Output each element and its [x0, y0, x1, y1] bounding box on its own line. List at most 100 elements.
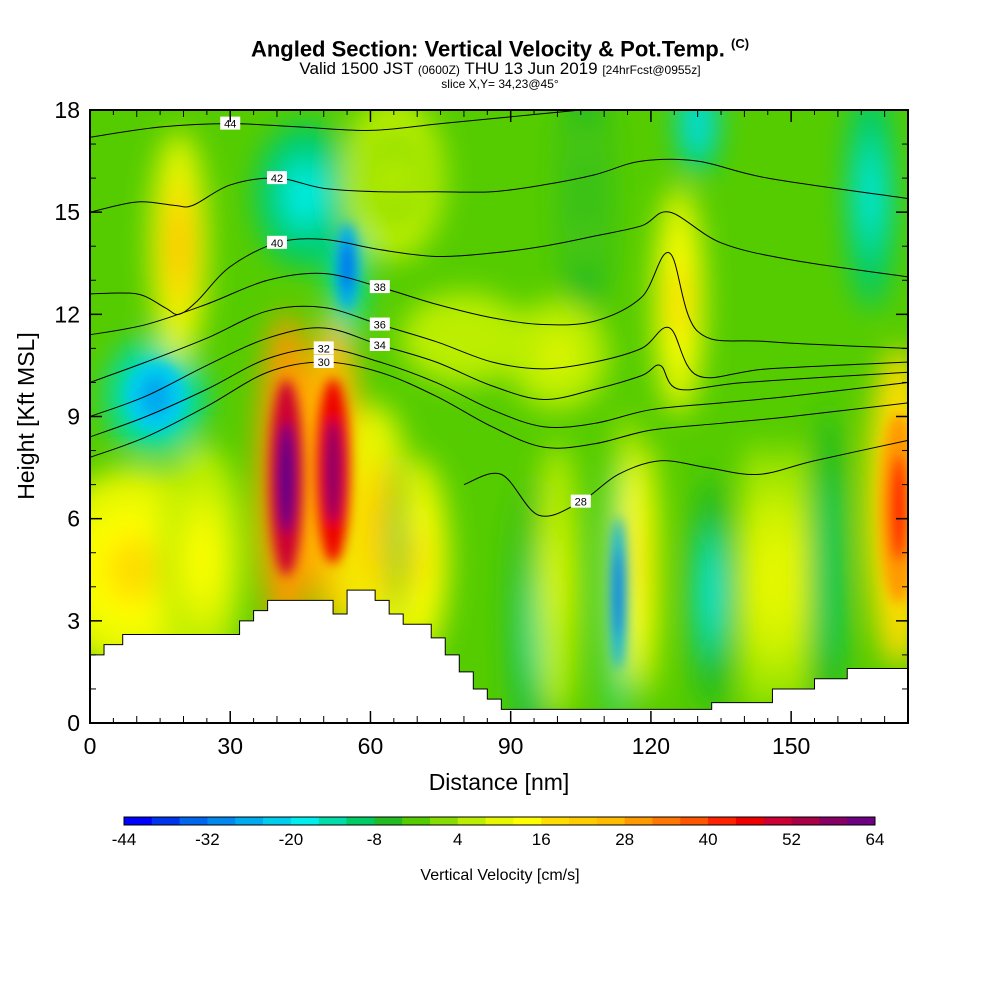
- contour-label: 38: [369, 280, 390, 294]
- colorbar-swatch: [207, 817, 236, 825]
- colorbar-tick-label: 4: [453, 830, 462, 849]
- y-tick-label: 3: [67, 608, 80, 634]
- colorbar-swatch: [763, 817, 793, 825]
- theta-contour: [90, 110, 581, 138]
- x-tick-label: 60: [358, 733, 384, 759]
- velocity-core: [290, 170, 320, 220]
- colorbar-tick-label: 16: [532, 830, 551, 849]
- velocity-core: [822, 516, 835, 624]
- colorbar-swatch: [735, 817, 765, 825]
- theta-contour: [90, 211, 908, 316]
- colorbar-tick-label: 40: [699, 830, 718, 849]
- velocity-core: [341, 242, 353, 292]
- colorbar-swatch: [847, 817, 876, 825]
- x-tick-label: 120: [632, 733, 670, 759]
- velocity-core: [671, 262, 687, 340]
- colorbar-swatch: [374, 817, 403, 825]
- colorbar-frame: [123, 816, 876, 826]
- theta-contour: [90, 158, 908, 213]
- svg-text:38: 38: [374, 282, 386, 294]
- x-tick-label: 90: [498, 733, 524, 759]
- y-tick-label: 0: [67, 710, 80, 736]
- colorbar-swatch: [457, 817, 487, 825]
- velocity-core: [542, 336, 573, 374]
- colorbar-swatch: [124, 817, 153, 825]
- svg-text:32: 32: [318, 343, 330, 355]
- svg-text:34: 34: [374, 340, 386, 352]
- svg-text:44: 44: [224, 119, 236, 131]
- velocity-core: [705, 553, 719, 634]
- y-tick-label: 6: [67, 506, 80, 532]
- colorbar-swatch: [596, 817, 626, 825]
- velocity-core: [363, 489, 387, 576]
- colorbar-swatch: [402, 817, 431, 825]
- colorbar-swatch: [569, 817, 598, 825]
- x-tick-label: 30: [217, 733, 243, 759]
- velocity-core: [189, 521, 216, 598]
- svg-text:30: 30: [318, 357, 330, 369]
- contour-label: 30: [313, 355, 334, 369]
- colorbar-swatch: [652, 817, 681, 825]
- velocity-core: [642, 526, 650, 613]
- theta-contour: [463, 439, 908, 517]
- colorbar-tick-label: -32: [195, 830, 220, 849]
- colorbar-swatch: [179, 817, 208, 825]
- colorbar-swatch: [346, 817, 375, 825]
- y-axis-label: Height [Kft MSL]: [13, 332, 39, 499]
- velocity-core: [785, 533, 797, 626]
- velocity-core: [752, 533, 765, 626]
- svg-text:36: 36: [374, 320, 386, 332]
- colorbar-swatch: [151, 817, 181, 825]
- contour-label: 42: [266, 171, 287, 185]
- velocity-core: [577, 152, 593, 239]
- colorbar-tick-label: 52: [782, 830, 801, 849]
- velocity-core: [170, 207, 188, 285]
- theta-contour: [90, 305, 908, 383]
- contour-label: 28: [570, 494, 591, 509]
- velocity-core: [324, 418, 342, 524]
- velocity-core: [277, 422, 295, 533]
- y-tick-label: 18: [54, 97, 80, 123]
- colorbar: -44 -32 -20 -8 4 16 28 40 52 64: [112, 816, 885, 849]
- colorbar-swatch: [290, 817, 320, 825]
- y-tick-label: 12: [54, 301, 80, 327]
- velocity-core: [407, 525, 427, 594]
- colorbar-tick-label: 64: [866, 830, 885, 849]
- colorbar-swatch: [485, 817, 514, 825]
- x-axis-label: Distance [nm]: [429, 769, 570, 795]
- theta-contour: [90, 347, 908, 438]
- terrain-profile: [90, 589, 908, 723]
- svg-text:42: 42: [271, 173, 283, 185]
- velocity-core: [863, 156, 879, 234]
- chart-title: Angled Section: Vertical Velocity & Pot.…: [250, 36, 750, 62]
- terrain-mask: [90, 589, 908, 723]
- velocity-core: [396, 508, 401, 564]
- contour-label: 36: [369, 317, 390, 332]
- chart-valid-time: Valid 1500 JST (0600Z) THU 13 Jun 2019 […: [299, 59, 701, 78]
- x-tick-label: 150: [772, 733, 810, 759]
- colorbar-swatch: [541, 817, 570, 825]
- velocity-core: [140, 376, 171, 416]
- y-tick-label: 9: [67, 404, 80, 430]
- contour-label: 34: [369, 337, 390, 352]
- theta-contour: [90, 361, 908, 458]
- velocity-core: [624, 506, 631, 599]
- colorbar-label: Vertical Velocity [cm/s]: [420, 867, 579, 884]
- chart-slice-info: slice X,Y= 34,23@45°: [441, 77, 559, 91]
- colorbar-swatch: [235, 817, 264, 825]
- contour-label: 44: [220, 116, 241, 131]
- colorbar-swatch: [819, 817, 848, 825]
- y-tick-label: 15: [54, 199, 80, 225]
- colorbar-tick-label: -20: [279, 830, 304, 849]
- velocity-core: [105, 536, 159, 604]
- velocity-core: [550, 533, 564, 626]
- colorbar-tick-label: 28: [615, 830, 634, 849]
- theta-contour: [90, 252, 908, 349]
- svg-text:40: 40: [271, 238, 283, 250]
- colorbar-tick-label: -8: [367, 830, 382, 849]
- colorbar-swatch: [513, 817, 542, 825]
- svg-text:28: 28: [575, 497, 587, 509]
- velocity-core: [378, 150, 409, 206]
